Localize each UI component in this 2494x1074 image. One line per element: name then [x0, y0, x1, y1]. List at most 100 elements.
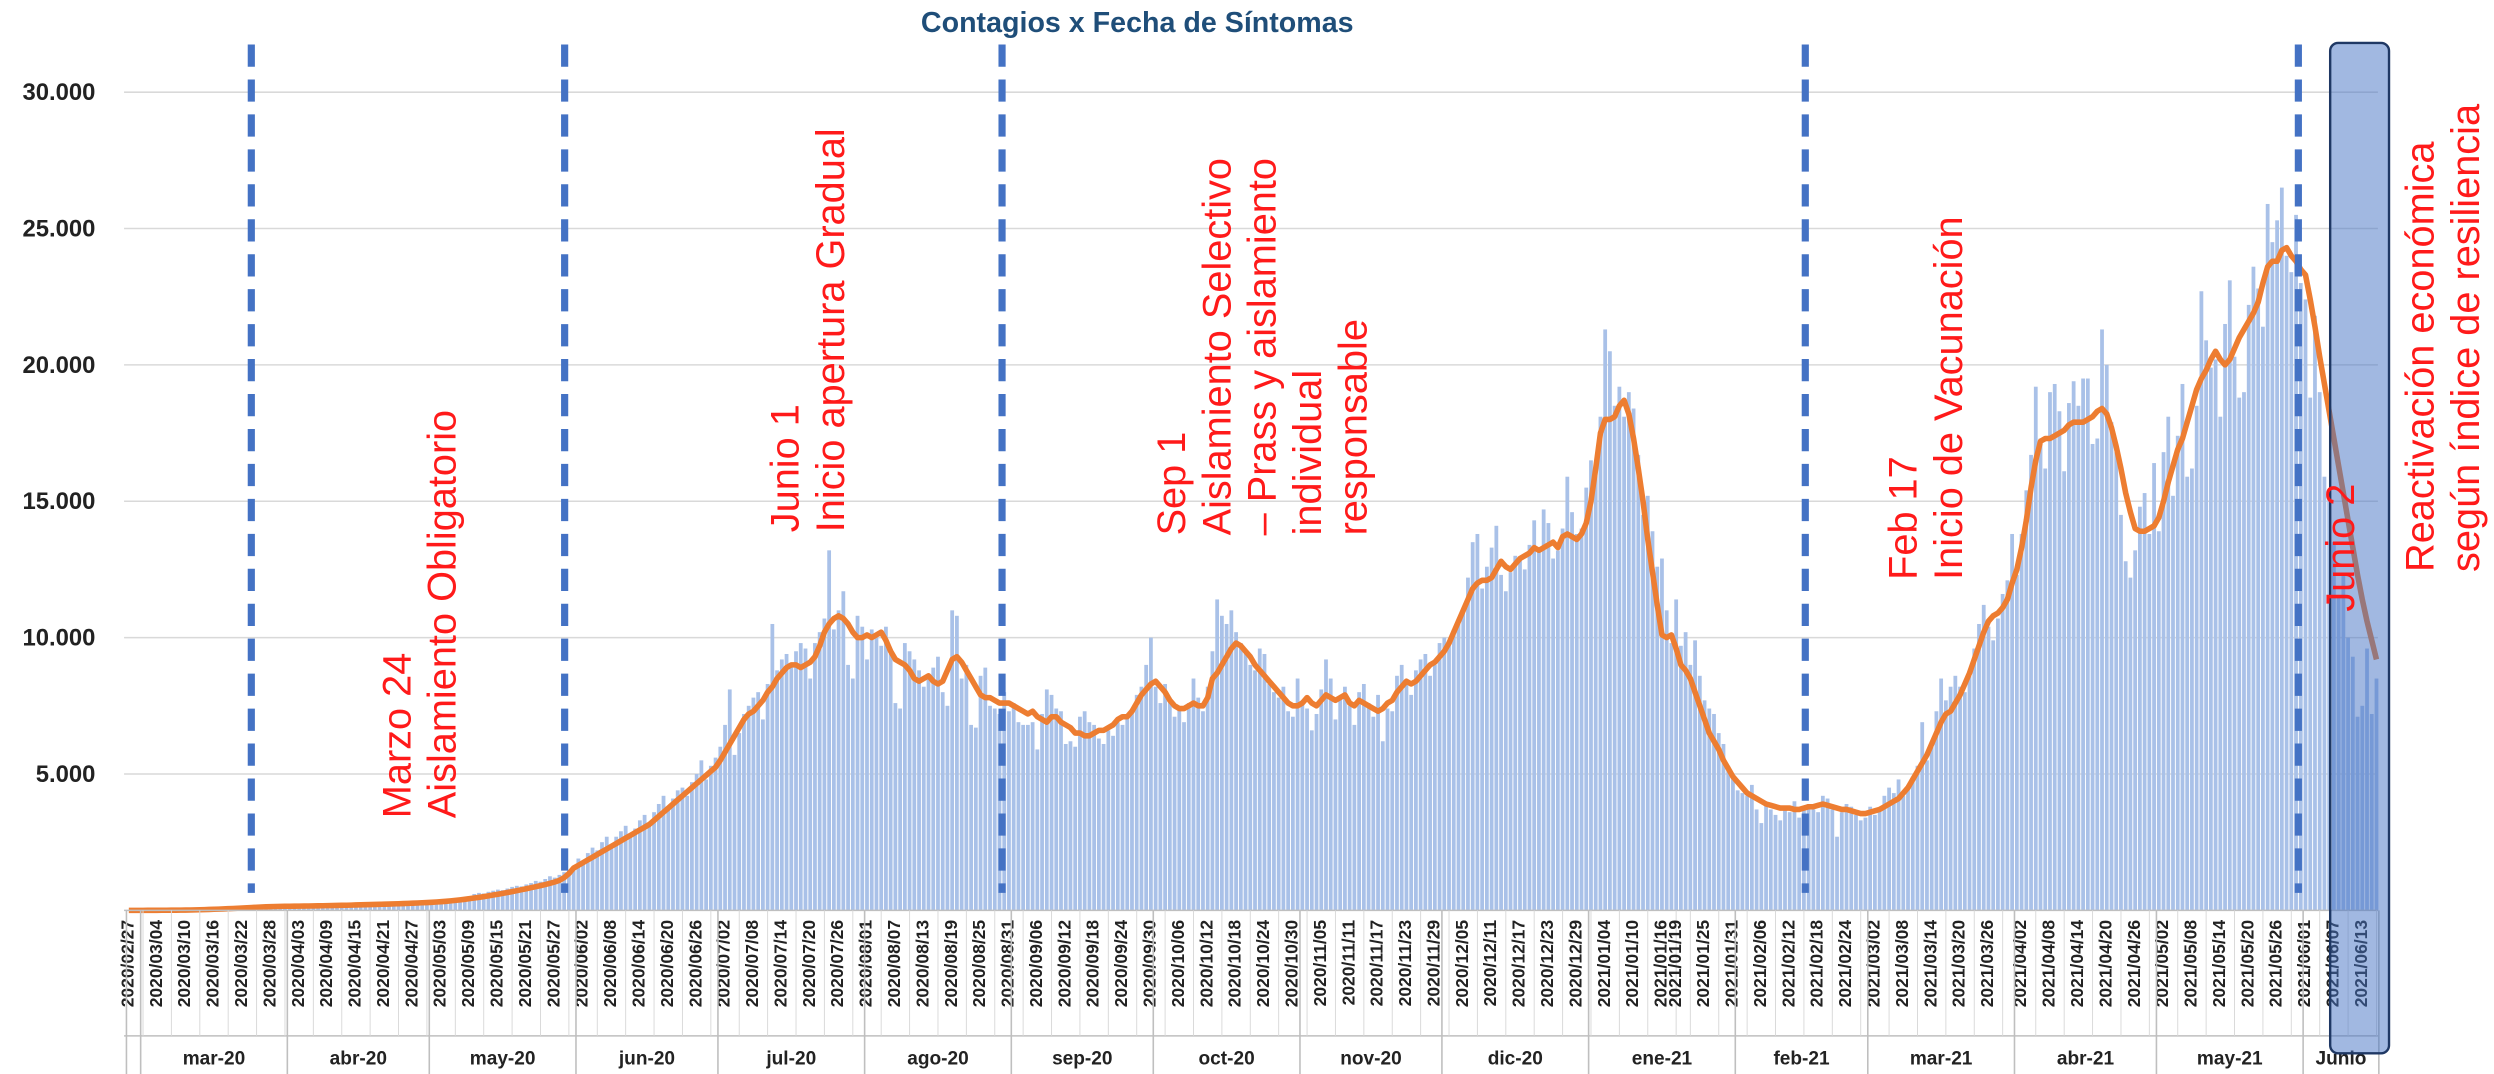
bar — [1645, 495, 1650, 911]
bar — [1418, 659, 1423, 911]
bar — [846, 664, 850, 911]
bar — [1234, 632, 1238, 911]
bar — [1007, 711, 1011, 911]
bar — [1896, 779, 1901, 911]
x-tick-label: 2020/12/23 — [1537, 920, 1557, 1008]
bar — [817, 632, 822, 911]
bar — [637, 820, 642, 911]
x-tick-label: 2021/05/14 — [2209, 920, 2229, 1008]
bar — [902, 643, 907, 911]
x-tick-label: 2021/04/02 — [2010, 920, 2030, 1008]
bar — [661, 795, 666, 911]
bar — [723, 724, 727, 911]
x-tick-label: 2020/09/06 — [1026, 920, 1046, 1008]
bar — [363, 904, 368, 911]
x-tick-label: 2020/08/13 — [912, 920, 932, 1008]
bar — [1546, 523, 1551, 911]
bar — [2317, 392, 2322, 911]
bar — [2043, 468, 2048, 911]
bar — [1002, 692, 1007, 911]
bar — [391, 903, 396, 911]
bar — [1423, 653, 1428, 911]
month-label: feb-21 — [1773, 1048, 1830, 1069]
bar — [2010, 533, 2015, 911]
x-tick-label: 2020/08/07 — [884, 920, 904, 1007]
x-tick-label: 2020/10/12 — [1196, 920, 1216, 1008]
bar — [969, 724, 973, 911]
bar — [959, 678, 964, 911]
bar — [519, 886, 524, 911]
bar — [1584, 487, 1589, 911]
bar — [1887, 787, 1891, 911]
bar — [2014, 574, 2019, 911]
bar — [1626, 392, 1631, 911]
bar — [448, 898, 453, 911]
bar — [1518, 558, 1522, 911]
bar — [1797, 817, 1802, 911]
bar — [434, 900, 439, 911]
bar — [874, 637, 879, 911]
bar — [2048, 392, 2052, 911]
x-tick-label: 2021/04/14 — [2067, 920, 2087, 1008]
bar — [462, 897, 467, 911]
bar — [1475, 533, 1480, 911]
bar — [1570, 512, 1574, 911]
bar — [1035, 749, 1040, 911]
bar — [1811, 809, 1816, 911]
bar — [1456, 621, 1461, 911]
bar — [652, 812, 656, 911]
x-tick-label: 2021/03/08 — [1892, 920, 1912, 1008]
bar — [1783, 806, 1787, 911]
bar — [1877, 809, 1882, 911]
bar — [1522, 569, 1527, 911]
bar — [1120, 724, 1125, 911]
x-tick-label: 2020/07/02 — [714, 920, 734, 1008]
bar — [1063, 743, 1068, 911]
bar — [1380, 741, 1385, 911]
annotation: Junio 2 — [2319, 484, 2363, 612]
bar — [2119, 514, 2123, 911]
bar — [1712, 713, 1716, 911]
bar — [1948, 686, 1953, 911]
bar — [628, 833, 633, 911]
bar — [850, 678, 855, 911]
bar — [1186, 703, 1191, 911]
bar — [2208, 367, 2213, 911]
bar — [1664, 610, 1669, 911]
bar — [524, 884, 529, 911]
x-tick-label: 2020/09/24 — [1111, 920, 1131, 1008]
bar — [642, 814, 647, 911]
bar — [439, 901, 444, 911]
x-tick-label: 2020/05/27 — [543, 920, 563, 1007]
bar — [865, 659, 869, 911]
x-tick-label: 2020/06/02 — [572, 920, 592, 1008]
bar — [2161, 452, 2166, 911]
bar — [2137, 506, 2142, 911]
bar — [1499, 574, 1503, 911]
bar — [1352, 724, 1357, 911]
bar — [997, 713, 1002, 911]
bar — [2029, 454, 2033, 911]
bar — [1404, 683, 1409, 911]
bar — [1049, 694, 1054, 911]
month-label: jul-20 — [765, 1048, 816, 1069]
bar — [1929, 746, 1934, 911]
bar — [1078, 716, 1082, 911]
bar — [1092, 724, 1097, 911]
x-tick-label: 2020/08/31 — [998, 920, 1018, 1008]
bar — [1144, 664, 1149, 911]
bar — [1068, 741, 1073, 911]
x-tick-label: 2020/08/19 — [941, 920, 961, 1008]
bar — [2279, 187, 2284, 911]
bar — [1981, 604, 1986, 911]
bar — [1551, 558, 1556, 911]
bar — [2308, 397, 2313, 911]
bar — [557, 874, 562, 911]
x-tick-label: 2020/07/20 — [799, 920, 819, 1007]
bar — [2005, 580, 2010, 911]
bar — [1494, 525, 1499, 911]
x-tick-label: 2020/11/29 — [1423, 920, 1443, 1007]
bar — [1059, 711, 1063, 911]
x-tick-label: 2020/11/23 — [1395, 920, 1415, 1007]
bar — [2185, 476, 2190, 911]
